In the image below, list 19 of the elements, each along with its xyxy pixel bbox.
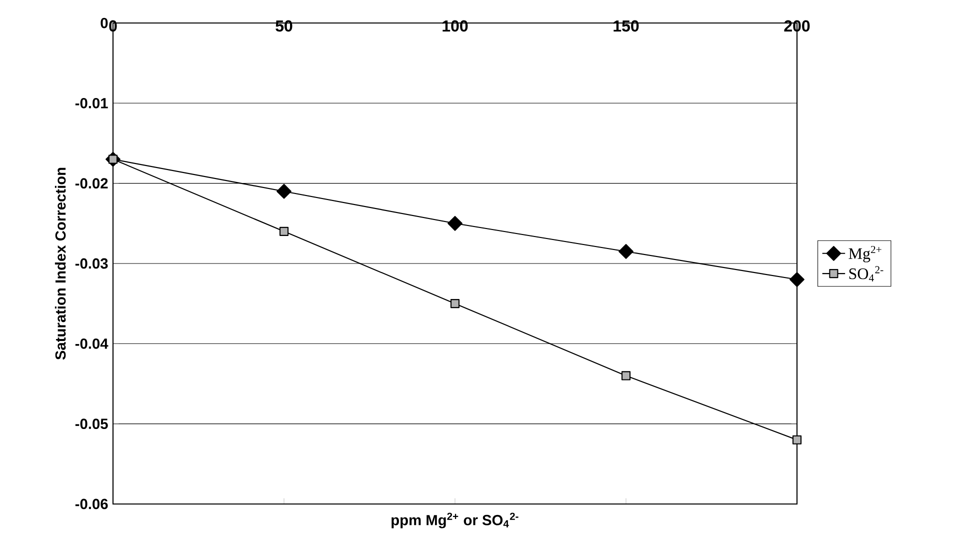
y-tick-label: -0.04 bbox=[75, 338, 108, 349]
point bbox=[792, 435, 802, 444]
legend-label: Mg$^{2+}$ bbox=[848, 246, 882, 262]
point bbox=[790, 272, 804, 287]
point bbox=[618, 244, 634, 259]
point bbox=[276, 184, 292, 199]
point bbox=[279, 226, 289, 236]
point bbox=[621, 371, 631, 380]
legend-label: SO$_{4}$2- bbox=[849, 266, 884, 282]
y-tick-label: -0.02 bbox=[75, 178, 108, 189]
y-tick-label: -0.05 bbox=[75, 418, 108, 430]
point bbox=[450, 299, 460, 308]
y-tick-label: -0.06 bbox=[75, 498, 108, 510]
y-tick-label: -0.03 bbox=[75, 258, 108, 269]
y-tick-label: -0.01 bbox=[75, 98, 108, 108]
point bbox=[448, 216, 462, 231]
y-axis-title: Saturation Index Correction bbox=[54, 168, 66, 360]
point bbox=[108, 154, 118, 164]
x-axis-title: ppm Mg$^{2+}$ or SO$_{4}$2- bbox=[392, 512, 518, 528]
